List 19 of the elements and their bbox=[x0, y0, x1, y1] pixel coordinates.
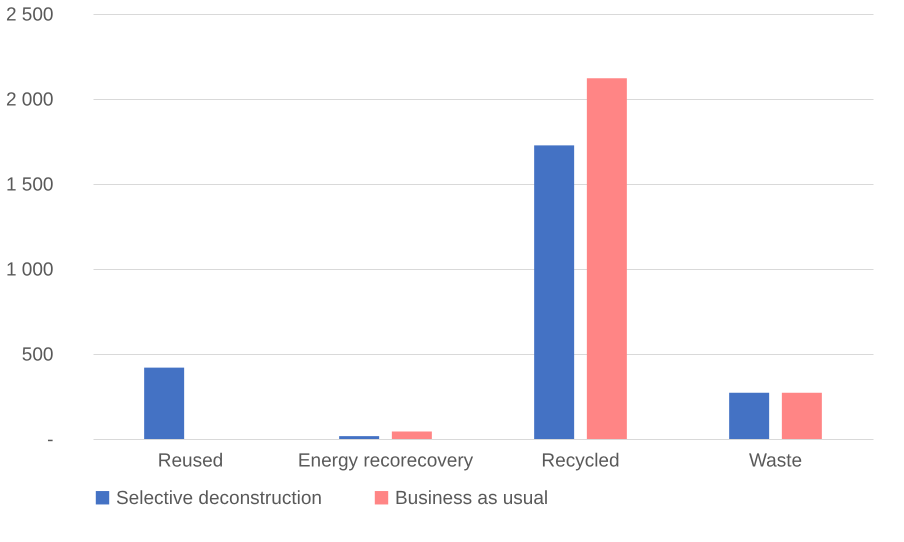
legend-label: Business as usual bbox=[395, 488, 548, 509]
x-tick-label: Recycled bbox=[541, 450, 620, 472]
bar bbox=[729, 392, 770, 439]
legend-label: Selective deconstruction bbox=[116, 488, 322, 509]
bar bbox=[782, 392, 822, 439]
y-tick-label: 2 000 bbox=[6, 90, 54, 110]
bar bbox=[144, 368, 184, 439]
y-tick-label: 1 000 bbox=[6, 260, 54, 280]
bar bbox=[534, 145, 574, 439]
bar bbox=[586, 78, 627, 439]
y-tick-label: - bbox=[47, 430, 54, 450]
y-tick-label: 500 bbox=[22, 344, 54, 366]
x-tick-label: Reused bbox=[158, 450, 224, 472]
bar bbox=[392, 432, 432, 439]
y-tick-label: 1 500 bbox=[6, 174, 54, 196]
y-tick-label: 2 500 bbox=[6, 4, 54, 26]
bar bbox=[339, 436, 380, 439]
x-tick-label: Energy recorecovery bbox=[298, 450, 474, 472]
x-tick-label: Waste bbox=[748, 450, 802, 472]
